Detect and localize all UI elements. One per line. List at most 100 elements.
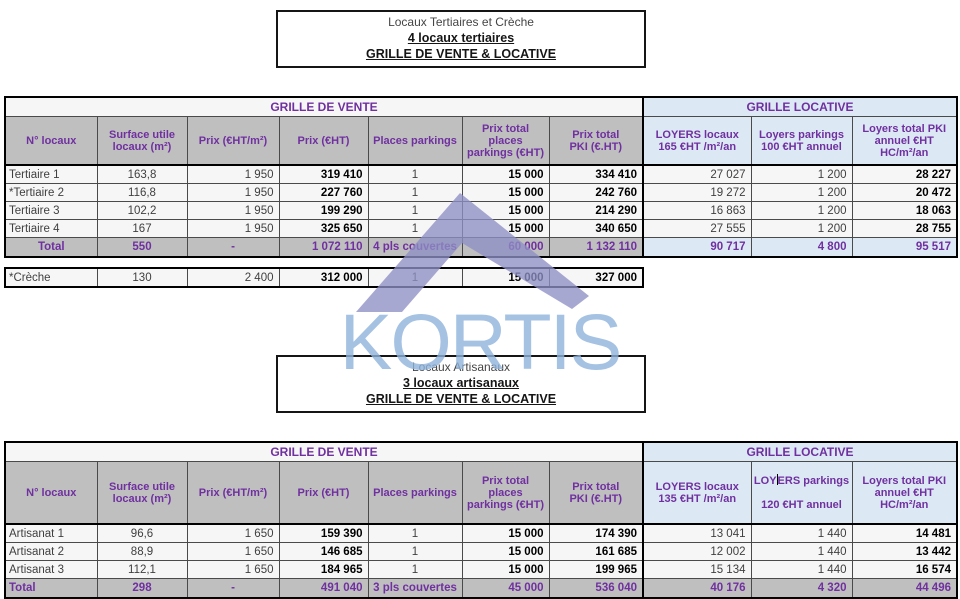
cell[interactable]: 15 000 (461, 201, 550, 220)
col-header-surface[interactable]: Surface utile locaux (m²) (96, 461, 188, 525)
grille-de-vente-band[interactable]: GRILLE DE VENTE (4, 441, 644, 462)
cell[interactable]: Tertiaire 4 (4, 219, 98, 238)
cell[interactable]: 45 000 (461, 578, 550, 599)
cell[interactable]: 88,9 (96, 542, 188, 561)
cell[interactable]: 20 472 (851, 183, 958, 202)
cell[interactable]: 13 442 (851, 542, 958, 561)
col-header-prix-total-parkings[interactable]: Prix total places parkings (€HT) (461, 116, 550, 166)
col-header-prix[interactable]: Prix (€HT) (278, 461, 369, 525)
cell[interactable]: 174 390 (548, 523, 644, 543)
cell[interactable]: 102,2 (96, 201, 188, 220)
col-header-loyers-parkings[interactable]: LOYERS parkings 120 €HT annuel (750, 461, 853, 525)
cell[interactable]: 1 950 (186, 219, 280, 238)
cell[interactable]: 1 (367, 183, 463, 202)
cell[interactable]: 1 (367, 164, 463, 184)
cell[interactable]: 1 (367, 201, 463, 220)
cell[interactable]: 146 685 (278, 542, 369, 561)
cell[interactable]: 16 574 (851, 560, 958, 579)
col-header-prix-m2[interactable]: Prix (€HT/m²) (186, 116, 280, 166)
cell[interactable]: 1 200 (750, 164, 853, 184)
cell[interactable]: - (186, 578, 280, 599)
cell[interactable]: 298 (96, 578, 188, 599)
col-header-surface[interactable]: Surface utile locaux (m²) (96, 116, 188, 166)
cell[interactable]: 28 755 (851, 219, 958, 238)
cell[interactable]: 536 040 (548, 578, 644, 599)
cell[interactable]: 16 863 (642, 201, 752, 220)
cell[interactable]: 28 227 (851, 164, 958, 184)
col-header-loyers-locaux[interactable]: LOYERS locaux 135 €HT /m²/an (642, 461, 752, 525)
col-header-places-parkings[interactable]: Places parkings (367, 461, 463, 525)
cell[interactable]: 334 410 (548, 164, 644, 184)
title-count[interactable]: 3 locaux artisanaux (402, 376, 520, 390)
cell[interactable]: 1 132 110 (548, 237, 644, 258)
grille-locative-band[interactable]: GRILLE LOCATIVE (642, 441, 958, 462)
col-header-prix-total-pki[interactable]: Prix total PKI (€.HT) (548, 461, 644, 525)
cell[interactable]: 2 400 (186, 267, 280, 288)
cell[interactable]: 1 (367, 219, 463, 238)
cell[interactable]: 12 002 (642, 542, 752, 561)
col-header-prix-total-parkings[interactable]: Prix total places parkings (€HT) (461, 461, 550, 525)
cell[interactable]: 4 320 (750, 578, 853, 599)
cell[interactable]: 227 760 (278, 183, 369, 202)
cell[interactable]: 161 685 (548, 542, 644, 561)
cell[interactable]: 96,6 (96, 523, 188, 543)
cell[interactable]: 116,8 (96, 183, 188, 202)
col-header-prix-m2[interactable]: Prix (€HT/m²) (186, 461, 280, 525)
cell[interactable]: 15 000 (461, 523, 550, 543)
cell[interactable]: 199 965 (548, 560, 644, 579)
col-header-prix[interactable]: Prix (€HT) (278, 116, 369, 166)
col-header-prix-total-pki[interactable]: Prix total PKI (€.HT) (548, 116, 644, 166)
grille-locative-band[interactable]: GRILLE LOCATIVE (642, 96, 958, 117)
cell[interactable]: Total (4, 237, 98, 258)
cell[interactable]: 1 950 (186, 183, 280, 202)
cell[interactable]: 1 950 (186, 201, 280, 220)
cell[interactable]: 1 650 (186, 523, 280, 543)
cell[interactable]: 15 000 (461, 219, 550, 238)
cell[interactable]: 327 000 (548, 267, 644, 288)
cell[interactable]: 60 000 (461, 237, 550, 258)
cell[interactable]: 1 440 (750, 542, 853, 561)
cell[interactable]: 1 950 (186, 164, 280, 184)
cell[interactable]: 3 pls couvertes (367, 578, 463, 599)
cell[interactable]: 325 650 (278, 219, 369, 238)
col-header-loyers-total[interactable]: Loyers total PKI annuel €HT HC/m²/an (851, 116, 958, 166)
cell[interactable]: 550 (96, 237, 188, 258)
title-subject[interactable]: Locaux Artisanaux (411, 360, 511, 374)
cell[interactable]: 130 (96, 267, 188, 288)
cell[interactable]: 40 176 (642, 578, 752, 599)
cell[interactable]: 15 000 (461, 267, 550, 288)
cell[interactable]: 95 517 (851, 237, 958, 258)
cell[interactable]: 1 (367, 523, 463, 543)
cell[interactable]: 159 390 (278, 523, 369, 543)
cell[interactable]: 13 041 (642, 523, 752, 543)
cell[interactable]: Tertiaire 1 (4, 164, 98, 184)
cell[interactable]: 1 (367, 542, 463, 561)
cell[interactable]: *Tertiaire 2 (4, 183, 98, 202)
title-grid-label[interactable]: GRILLE DE VENTE & LOCATIVE (365, 47, 557, 61)
cell[interactable]: 90 717 (642, 237, 752, 258)
col-header-n-locaux[interactable]: N° locaux (4, 461, 98, 525)
cell[interactable]: 4 800 (750, 237, 853, 258)
cell[interactable]: Tertiaire 3 (4, 201, 98, 220)
cell[interactable]: 1 200 (750, 183, 853, 202)
title-grid-label[interactable]: GRILLE DE VENTE & LOCATIVE (365, 392, 557, 406)
cell[interactable]: 15 000 (461, 183, 550, 202)
cell[interactable]: 27 027 (642, 164, 752, 184)
cell[interactable]: 1 650 (186, 560, 280, 579)
cell[interactable]: 15 134 (642, 560, 752, 579)
cell[interactable]: 1 200 (750, 201, 853, 220)
col-header-loyers-total[interactable]: Loyers total PKI annuel €HT HC/m²/an (851, 461, 958, 525)
cell[interactable]: 340 650 (548, 219, 644, 238)
cell[interactable]: Total (4, 578, 98, 599)
cell[interactable]: 14 481 (851, 523, 958, 543)
cell[interactable]: 1 (367, 560, 463, 579)
cell[interactable]: 44 496 (851, 578, 958, 599)
cell[interactable]: 15 000 (461, 542, 550, 561)
title-subject[interactable]: Locaux Tertiaires et Crèche (388, 15, 534, 29)
cell[interactable]: 18 063 (851, 201, 958, 220)
cell[interactable]: 184 965 (278, 560, 369, 579)
cell[interactable]: 1 072 110 (278, 237, 369, 258)
cell[interactable]: 15 000 (461, 164, 550, 184)
cell[interactable]: 15 000 (461, 560, 550, 579)
cell[interactable]: *Crèche (4, 267, 98, 288)
